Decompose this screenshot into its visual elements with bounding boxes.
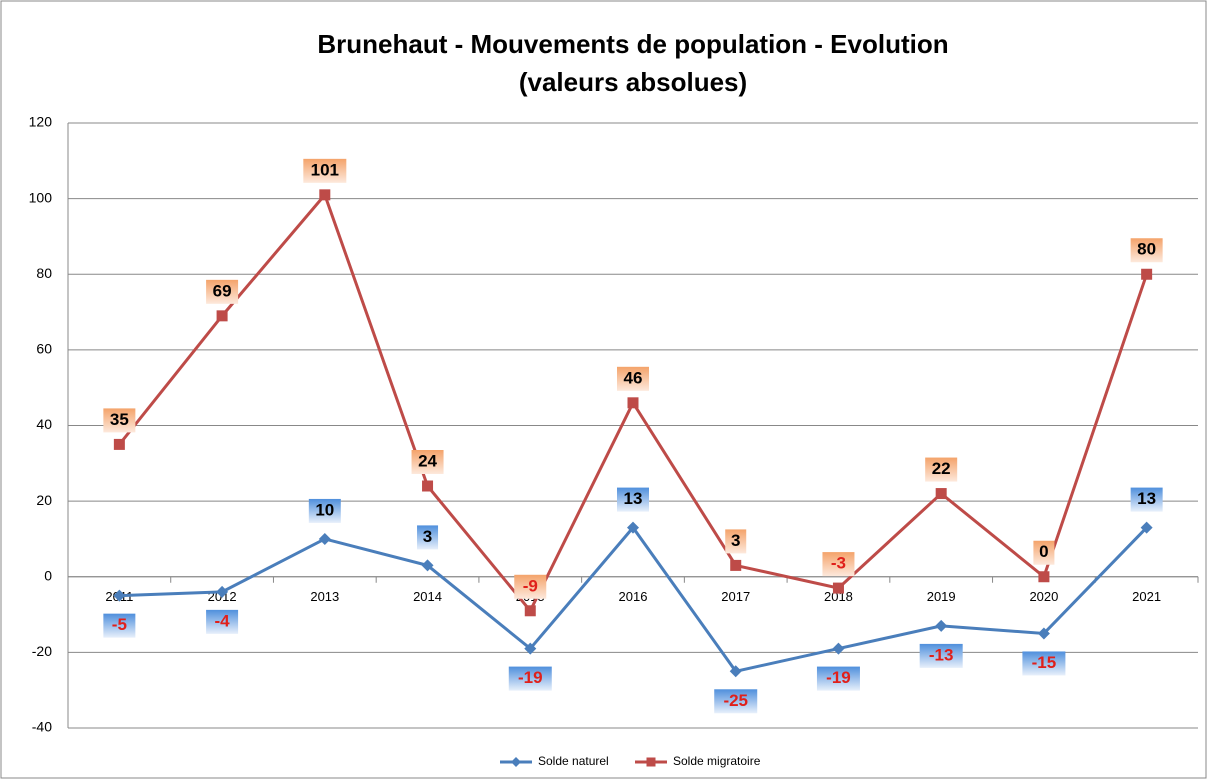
data-label: 101: [311, 160, 339, 179]
chart-subtitle: (valeurs absolues): [519, 67, 747, 97]
data-label: -19: [826, 668, 851, 687]
data-label-box: [103, 613, 136, 638]
data-label-box: [206, 279, 239, 304]
data-label: -4: [215, 611, 231, 630]
data-label: -19: [518, 668, 543, 687]
y-tick-label: -20: [32, 643, 52, 659]
data-label-box: [725, 529, 747, 554]
marker: [113, 438, 125, 450]
data-label-box: [514, 574, 547, 599]
data-label-box: [919, 643, 963, 668]
marker: [832, 642, 845, 655]
marker: [627, 397, 639, 409]
data-label: 13: [1137, 489, 1156, 508]
data-label-box: [1130, 238, 1163, 263]
marker: [524, 605, 536, 617]
data-label: -9: [523, 576, 538, 595]
data-label: -25: [723, 691, 748, 710]
data-label: -3: [831, 554, 846, 573]
data-label-box: [417, 525, 439, 550]
data-label-box: [1022, 651, 1066, 676]
y-tick-label: 60: [36, 341, 52, 357]
x-tick-label: 2016: [619, 589, 648, 604]
data-label-box: [714, 689, 758, 714]
marker: [319, 189, 331, 201]
marker: [832, 582, 844, 594]
marker: [627, 521, 639, 534]
marker: [729, 665, 742, 678]
y-tick-label: -40: [32, 719, 52, 735]
data-label-box: [411, 450, 444, 474]
y-tick-label: 0: [44, 567, 52, 583]
marker: [1038, 571, 1050, 583]
y-tick-label: 80: [36, 265, 52, 281]
marker: [730, 559, 742, 571]
marker: [1037, 627, 1050, 640]
data-label: 10: [315, 500, 334, 519]
data-label: 3: [423, 527, 432, 546]
data-label-box: [103, 408, 136, 433]
x-tick-label: 2018: [824, 589, 853, 604]
marker: [216, 585, 229, 598]
data-label: -15: [1032, 653, 1057, 672]
marker: [318, 532, 331, 545]
data-label: 0: [1039, 542, 1048, 561]
data-label: 24: [418, 451, 437, 470]
marker: [1140, 521, 1153, 534]
data-label-box: [816, 666, 860, 691]
marker: [935, 619, 948, 632]
legend-label: Solde naturel: [538, 754, 609, 768]
x-tick-label: 2014: [413, 589, 442, 604]
x-tick-label: 2020: [1029, 589, 1058, 604]
data-label: 80: [1137, 240, 1156, 259]
y-tick-label: 20: [36, 492, 52, 508]
x-tick-label: 2017: [721, 589, 750, 604]
data-label: 22: [932, 459, 951, 478]
marker: [422, 480, 434, 492]
y-tick-label: 100: [29, 189, 53, 205]
data-label: 69: [213, 281, 232, 300]
data-label: -5: [112, 615, 127, 634]
data-label-box: [822, 552, 855, 577]
legend-marker: [646, 757, 656, 767]
marker: [421, 559, 434, 572]
data-label: -13: [929, 645, 954, 664]
data-label: 46: [624, 368, 643, 387]
legend-marker: [511, 757, 521, 767]
data-label-box: [925, 457, 958, 482]
data-label: 13: [624, 489, 643, 508]
marker: [524, 642, 537, 655]
data-label: 3: [731, 531, 740, 550]
x-tick-label: 2013: [310, 589, 339, 604]
data-label-box: [303, 158, 347, 183]
data-label-box: [1033, 540, 1055, 565]
marker: [113, 589, 126, 602]
data-label-box: [617, 366, 649, 391]
data-label-box: [1130, 487, 1163, 512]
data-label: 35: [110, 410, 129, 429]
data-label-box: [206, 609, 239, 634]
marker: [216, 310, 228, 322]
marker: [935, 488, 947, 500]
data-label-box: [617, 487, 649, 512]
chart-title: Brunehaut - Mouvements de population - E…: [317, 29, 948, 59]
x-tick-label: 2021: [1132, 589, 1161, 604]
data-label-box: [508, 666, 552, 691]
marker: [1141, 268, 1153, 280]
y-tick-label: 120: [29, 114, 53, 130]
data-label-box: [308, 498, 341, 523]
x-tick-label: 2019: [927, 589, 956, 604]
legend-label: Solde migratoire: [673, 754, 761, 768]
y-tick-label: 40: [36, 416, 52, 432]
